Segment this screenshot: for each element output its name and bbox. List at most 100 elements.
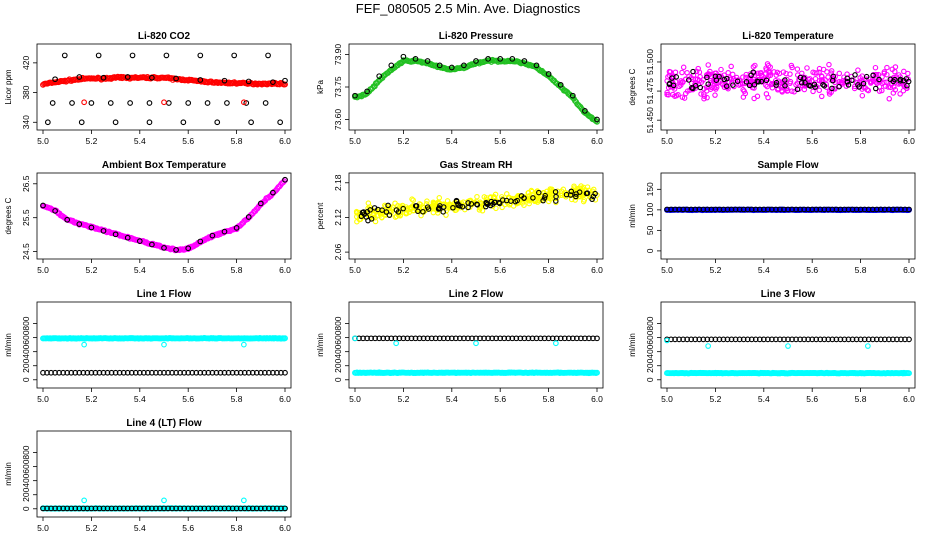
x-tick-label: 5.2 xyxy=(709,265,721,275)
data-point xyxy=(514,197,520,204)
x-tick-label: 5.8 xyxy=(231,265,243,275)
data-point xyxy=(509,55,516,62)
chart-title: Li-820 Pressure xyxy=(439,31,514,42)
data-point xyxy=(869,336,876,343)
plot-area xyxy=(664,61,912,102)
x-tick-label: 5.8 xyxy=(231,523,243,533)
data-point xyxy=(782,77,788,83)
x-tick-label: 5.6 xyxy=(806,136,818,146)
data-point xyxy=(672,206,678,213)
data-point xyxy=(861,206,868,213)
data-point xyxy=(743,79,750,85)
y-tick-label: 400 xyxy=(21,473,31,487)
y-tick-label: 420 xyxy=(21,55,31,69)
data-point xyxy=(756,336,763,343)
y-tick-label: 0 xyxy=(21,506,31,511)
data-point xyxy=(573,193,579,200)
data-point xyxy=(537,335,544,342)
data-point xyxy=(831,85,837,92)
data-point xyxy=(751,95,757,102)
data-point xyxy=(707,68,713,75)
data-point xyxy=(820,81,826,88)
data-point xyxy=(829,206,836,213)
data-point xyxy=(80,505,87,512)
data-point xyxy=(764,336,771,343)
data-point xyxy=(498,194,505,200)
data-point xyxy=(766,80,773,86)
x-tick-label: 5.0 xyxy=(661,136,673,146)
data-point xyxy=(165,505,171,512)
data-point xyxy=(278,369,284,376)
data-point xyxy=(825,206,832,213)
data-point xyxy=(124,369,131,376)
data-point xyxy=(894,336,900,343)
y-axis-label: ml/min xyxy=(4,462,13,486)
data-point xyxy=(885,84,892,90)
data-point xyxy=(173,247,179,253)
data-point xyxy=(705,81,711,87)
data-point xyxy=(797,74,804,81)
data-point xyxy=(824,69,830,75)
data-point xyxy=(724,206,731,213)
data-point xyxy=(690,68,696,75)
data-point xyxy=(249,369,256,376)
data-point xyxy=(672,336,678,343)
data-point xyxy=(720,336,727,343)
chart-title: Line 1 Flow xyxy=(137,289,192,300)
data-point xyxy=(676,336,682,343)
x-tick-label: 6.0 xyxy=(279,136,291,146)
data-point xyxy=(477,335,483,342)
data-point xyxy=(857,75,863,81)
data-point xyxy=(769,336,775,343)
data-point xyxy=(209,505,216,512)
data-point xyxy=(728,336,735,343)
chart-panel-sample-flow: Sample Flow ml/min 5.0 5.2 5.4 5.6 5.8 6.0 0 50 10… xyxy=(628,160,916,275)
data-point xyxy=(580,184,587,191)
data-point xyxy=(100,228,107,234)
data-point xyxy=(44,369,50,376)
x-tick-label: 5.4 xyxy=(446,265,458,275)
data-point xyxy=(270,505,276,512)
data-point xyxy=(400,335,407,342)
data-point xyxy=(568,188,575,195)
data-point xyxy=(557,81,564,88)
data-point xyxy=(517,335,524,342)
data-point xyxy=(132,505,139,512)
x-tick-label: 5.6 xyxy=(182,265,194,275)
x-tick-label: 5.8 xyxy=(231,136,243,146)
data-point xyxy=(885,336,892,343)
data-point xyxy=(508,198,514,204)
data-point xyxy=(52,505,58,512)
data-point xyxy=(785,343,791,349)
y-tick-label: 200 xyxy=(333,358,343,372)
data-point xyxy=(552,189,559,195)
data-point xyxy=(282,369,288,376)
data-point xyxy=(693,80,699,87)
x-tick-label: 5.2 xyxy=(709,394,721,404)
data-point xyxy=(473,340,479,347)
data-point xyxy=(161,505,167,512)
data-point xyxy=(64,369,71,376)
data-point xyxy=(161,99,167,106)
data-point xyxy=(185,369,192,376)
data-point xyxy=(525,335,532,342)
data-point xyxy=(100,505,107,512)
x-tick-label: 5.0 xyxy=(37,394,49,404)
data-point xyxy=(485,55,491,62)
data-point xyxy=(408,335,415,342)
data-point xyxy=(864,87,871,93)
data-point xyxy=(573,335,580,342)
data-point xyxy=(905,78,912,85)
data-point xyxy=(461,335,467,342)
data-point xyxy=(705,343,711,349)
data-point xyxy=(712,206,719,213)
data-point xyxy=(774,69,781,76)
data-point xyxy=(859,92,866,99)
data-point xyxy=(529,335,536,342)
data-point xyxy=(436,62,443,69)
data-point xyxy=(541,195,548,201)
data-point xyxy=(569,335,576,342)
data-point xyxy=(567,192,574,198)
x-tick-label: 5.0 xyxy=(349,265,361,275)
data-point xyxy=(436,195,443,201)
